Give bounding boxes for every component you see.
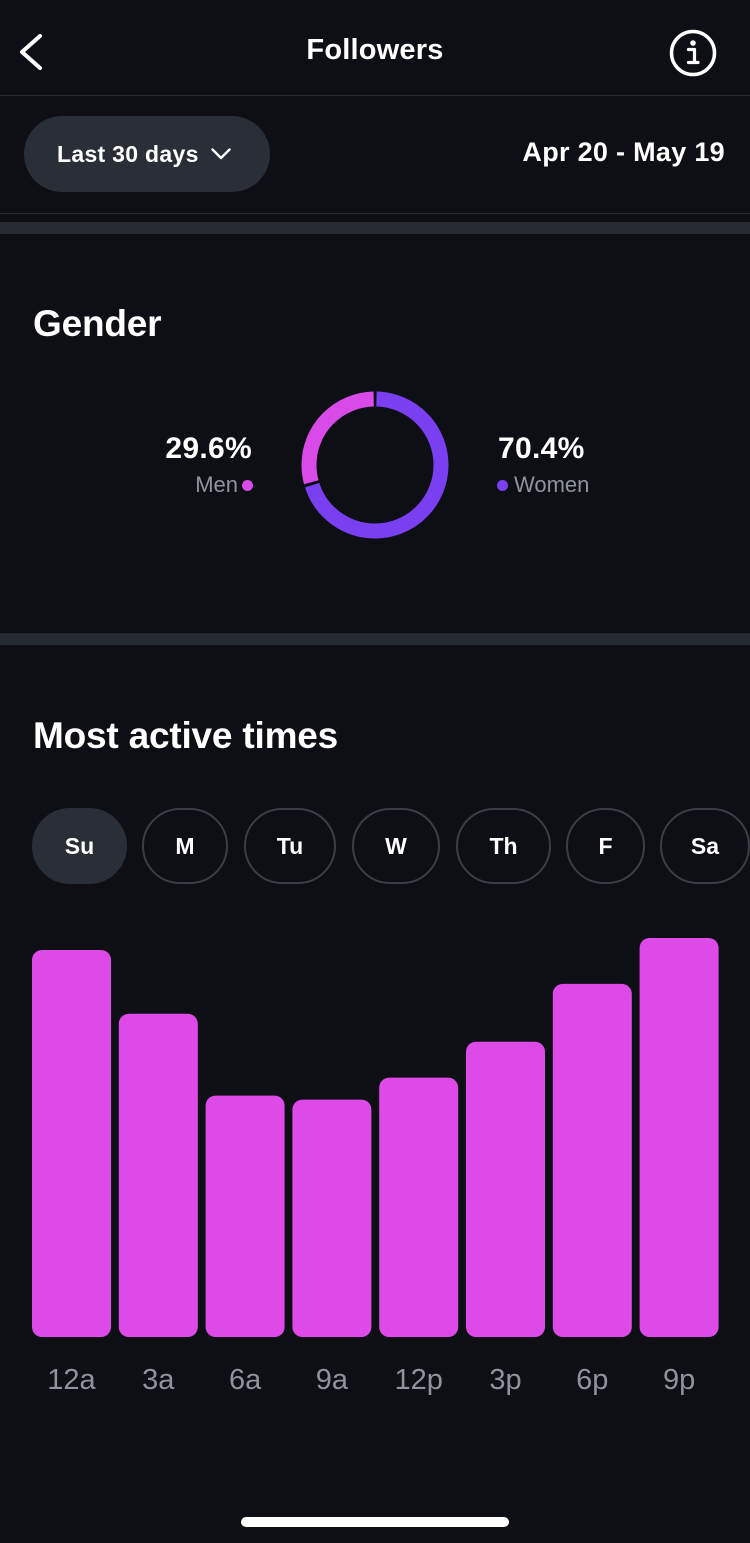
day-tab-saturday[interactable]: Sa: [660, 808, 750, 884]
x-tick-label: 6a: [229, 1364, 262, 1396]
women-legend-dot: [497, 479, 508, 491]
day-tab-label: M: [175, 832, 195, 859]
bar-12a: [32, 949, 111, 1337]
women-percent: 70.4%: [498, 432, 585, 465]
x-tick-label: 3p: [489, 1364, 521, 1396]
men-legend-label: Men: [195, 472, 238, 497]
home-indicator[interactable]: [241, 1517, 509, 1527]
gender-donut-chart: [301, 391, 449, 539]
day-tab-monday[interactable]: M: [142, 808, 228, 884]
bar-3a: [118, 1013, 198, 1337]
bar-9p: [639, 938, 719, 1337]
x-tick-label: 3a: [142, 1364, 175, 1396]
day-tab-thursday[interactable]: Th: [456, 808, 551, 884]
back-button[interactable]: [14, 30, 50, 74]
day-tab-tuesday[interactable]: Tu: [244, 808, 336, 884]
women-legend: Women: [497, 472, 589, 498]
bar-3p: [466, 1041, 545, 1337]
day-tab-label: Su: [64, 832, 95, 859]
x-tick-label: 9a: [316, 1364, 349, 1396]
section-divider: [0, 633, 750, 645]
men-percent: 29.6%: [165, 432, 252, 465]
chevron-left-icon: [20, 34, 42, 70]
info-circle-icon: [669, 29, 717, 77]
day-tab-label: Sa: [690, 832, 720, 859]
men-legend: Men: [195, 472, 253, 498]
men-donut-segment: [301, 391, 449, 539]
info-button[interactable]: [668, 28, 718, 78]
bar-12p: [379, 1077, 459, 1337]
section-divider: [0, 222, 750, 234]
gender-section-title: Gender: [33, 303, 162, 344]
active-times-bar-chart: 12a 3a 6a 9a 12p 3p 6p 9p: [32, 938, 719, 1396]
bar-9a: [292, 1099, 372, 1337]
bar-6a: [205, 1095, 285, 1337]
day-tab-label: F: [598, 832, 613, 859]
men-legend-dot: [242, 479, 253, 491]
x-tick-label: 9p: [663, 1364, 695, 1396]
women-donut-segment: [301, 391, 449, 539]
date-range-dropdown[interactable]: Last 30 days: [24, 116, 270, 192]
day-tab-label: Tu: [276, 832, 304, 859]
x-tick-label: 6p: [576, 1364, 608, 1396]
active-times-section-title: Most active times: [33, 715, 339, 756]
day-tab-label: Th: [489, 832, 518, 859]
chevron-down-icon: [210, 148, 231, 160]
day-tab-label: W: [385, 832, 407, 859]
top-nav-bar: Followers: [0, 0, 750, 96]
date-range-text: Apr 20 - May 19: [522, 137, 725, 167]
filter-bar: Last 30 days Apr 20 - May 19: [0, 97, 750, 214]
page-title: Followers: [306, 34, 444, 66]
women-legend-label: Women: [514, 472, 590, 497]
day-tab-wednesday[interactable]: W: [352, 808, 440, 884]
x-tick-label: 12p: [395, 1364, 443, 1396]
day-tab-friday[interactable]: F: [566, 808, 645, 884]
x-tick-label: 12a: [47, 1364, 96, 1396]
date-range-dropdown-label: Last 30 days: [57, 140, 199, 167]
bar-6p: [552, 983, 632, 1337]
day-tab-sunday[interactable]: Su: [32, 808, 127, 884]
